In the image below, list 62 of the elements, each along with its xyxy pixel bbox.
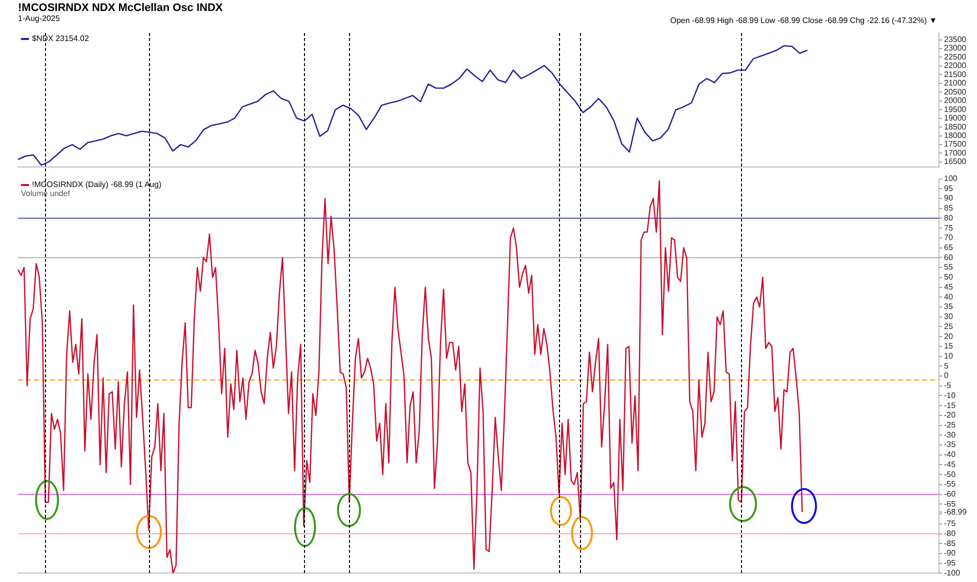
y-tick-label: 19500 (944, 104, 967, 114)
y-tick-label: -15 (944, 400, 956, 410)
y-tick-label: -60 (944, 490, 956, 499)
y-tick-label: -90 (944, 548, 956, 558)
y-tick-label: 100 (944, 174, 958, 184)
y-tick-label: 20000 (944, 96, 967, 106)
legend-label: $NDX 23154.02 (31, 34, 89, 43)
y-tick-label: -55 (944, 480, 956, 489)
y-tick-label: 20500 (944, 87, 967, 96)
y-tick-label: 18500 (944, 122, 967, 132)
y-tick-label: -75 (944, 519, 956, 528)
chart-title: !MCOSIRNDX NDX McClellan Osc INDX (18, 2, 223, 14)
y-tick-label: 22500 (944, 52, 967, 62)
y-tick-label: -35 (944, 440, 956, 450)
y-tick-label: 30 (944, 312, 954, 322)
y-tick-label: 55 (944, 262, 954, 272)
y-tick-label: 75 (944, 223, 954, 232)
y-tick-label: -20 (944, 410, 956, 420)
legend-label: !MCOSIRNDX (Daily) -68.99 (1 Aug) (31, 180, 162, 189)
y-tick-label: 90 (944, 194, 954, 203)
y-tick-label: 22000 (944, 61, 967, 70)
y-tick-label: -100 (944, 568, 961, 578)
y-tick-label: -95 (944, 558, 956, 568)
y-tick-label: -40 (944, 450, 956, 460)
text: Open -68.99 High -68.99 Low -68.99 Close -68.99 Chg -22.16 (-47.32%) ▼ (670, 16, 937, 25)
y-tick-label: 21000 (944, 78, 967, 88)
y-tick-label: -68.99 (944, 507, 968, 516)
y-tick-label: 50 (944, 272, 954, 282)
y-tick-label: -85 (944, 538, 956, 548)
y-tick-label: 35 (944, 302, 954, 312)
y-tick-label: 40 (944, 292, 954, 302)
y-tick-label: 25 (944, 322, 954, 331)
y-tick-label: 10 (944, 351, 954, 360)
y-tick-label: 65 (944, 243, 954, 252)
y-tick-label: 23500 (944, 34, 967, 44)
y-tick-label: -25 (944, 420, 956, 430)
y-tick-label: 23000 (944, 44, 967, 53)
y-tick-label: -10 (944, 390, 956, 400)
y-tick-label: 70 (944, 233, 954, 242)
y-tick-label: 45 (944, 282, 954, 292)
y-tick-label: 0 (944, 371, 949, 380)
chart-subtitle: 1-Aug-2025 (18, 14, 60, 23)
y-tick-label: 15 (944, 342, 954, 351)
y-tick-label: -30 (944, 430, 956, 440)
y-tick-label: 18000 (944, 130, 967, 140)
y-tick-label: 95 (944, 184, 954, 193)
y-tick-label: 17500 (944, 140, 967, 149)
y-tick-label: 16500 (944, 157, 967, 166)
y-tick-label: 21500 (944, 70, 967, 79)
y-tick-label: 60 (944, 252, 954, 262)
y-tick-label: -80 (944, 528, 956, 538)
annotation: Volume undef (21, 188, 71, 198)
y-tick-label: -65 (944, 499, 956, 508)
y-tick-label: 5 (944, 361, 949, 370)
y-tick-label: -45 (944, 460, 956, 469)
y-tick-label: -50 (944, 470, 956, 479)
y-tick-label: 17000 (944, 148, 967, 158)
y-tick-label: -5 (944, 381, 952, 390)
y-tick-label: 80 (944, 213, 954, 222)
y-tick-label: 85 (944, 204, 954, 213)
y-tick-label: 19000 (944, 114, 967, 123)
y-tick-label: 20 (944, 332, 954, 341)
